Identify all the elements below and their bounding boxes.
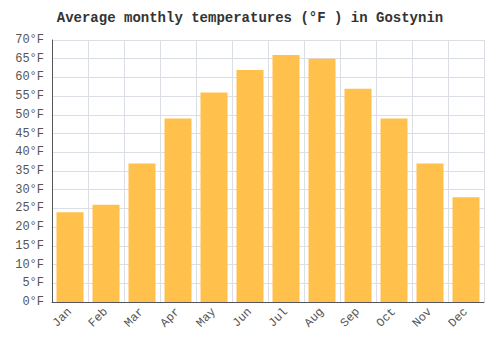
svg-text:45°F: 45°F [15, 127, 44, 141]
svg-text:Sep: Sep [338, 305, 363, 330]
svg-text:10°F: 10°F [15, 258, 44, 272]
svg-text:Feb: Feb [86, 305, 111, 330]
svg-text:50°F: 50°F [15, 108, 44, 122]
svg-text:65°F: 65°F [15, 52, 44, 66]
svg-text:Apr: Apr [158, 305, 183, 330]
svg-text:40°F: 40°F [15, 145, 44, 159]
svg-text:Mar: Mar [122, 305, 147, 330]
svg-text:May: May [194, 305, 219, 330]
svg-text:Dec: Dec [446, 305, 471, 330]
svg-text:70°F: 70°F [15, 33, 44, 47]
svg-text:35°F: 35°F [15, 164, 44, 178]
svg-text:Jan: Jan [50, 305, 75, 330]
svg-text:Aug: Aug [302, 305, 327, 330]
svg-text:Nov: Nov [410, 305, 435, 330]
svg-text:15°F: 15°F [15, 239, 44, 253]
svg-text:Jun: Jun [230, 305, 255, 330]
svg-text:60°F: 60°F [15, 70, 44, 84]
svg-text:Oct: Oct [374, 305, 399, 330]
svg-text:Average monthly temperatures (: Average monthly temperatures (°F ) in Go… [57, 10, 443, 26]
svg-text:5°F: 5°F [22, 276, 44, 290]
svg-text:20°F: 20°F [15, 220, 44, 234]
svg-text:Jul: Jul [266, 305, 291, 330]
svg-text:30°F: 30°F [15, 183, 44, 197]
svg-text:25°F: 25°F [15, 201, 44, 215]
svg-text:55°F: 55°F [15, 89, 44, 103]
svg-text:0°F: 0°F [22, 295, 44, 309]
